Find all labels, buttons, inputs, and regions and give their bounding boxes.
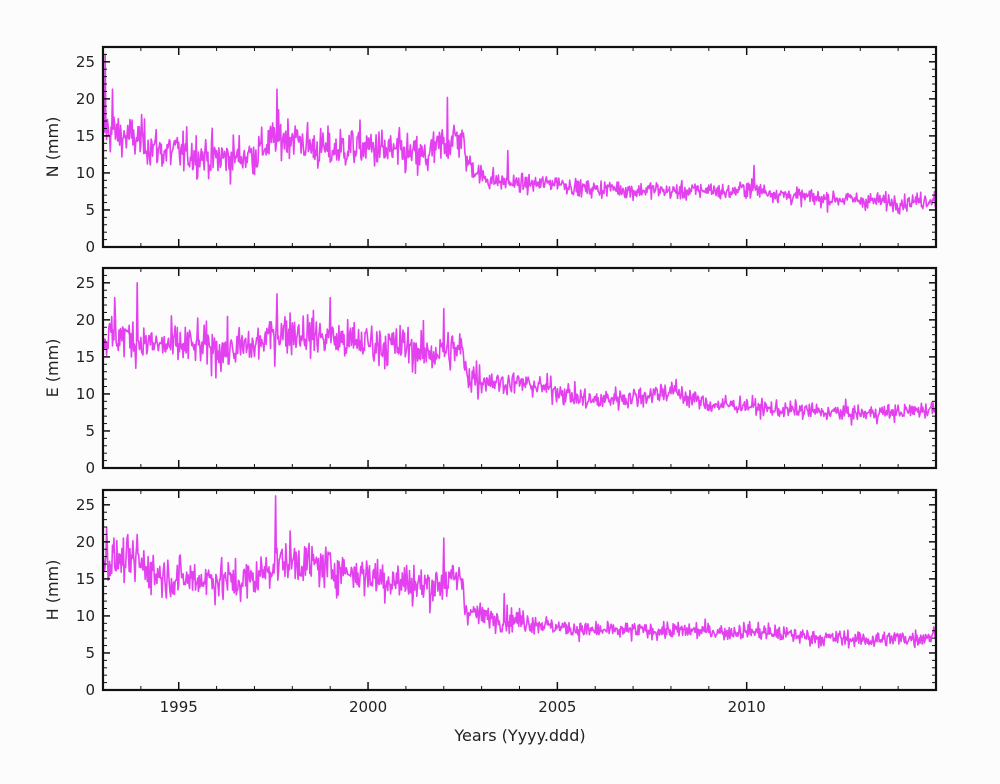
y-tick-label: 20 (76, 533, 95, 551)
y-tick-label: 10 (76, 164, 95, 182)
y-tick-label: 15 (76, 570, 95, 588)
y-tick-label: 0 (85, 459, 95, 477)
plot-frame-0 (101, 45, 938, 249)
y-axis-title: E (mm) (43, 339, 62, 398)
series-line-1 (103, 281, 936, 426)
y-axis-title: H (mm) (43, 560, 62, 621)
panel-0: 0 5 10 15 20 25 N (mm) (43, 45, 938, 256)
y-tick-label: 10 (76, 385, 95, 403)
y-tick-label: 15 (76, 348, 95, 366)
y-tick-label: 25 (76, 53, 95, 71)
x-tick-label: 2010 (728, 698, 766, 716)
panel-1: 0 5 10 15 20 25 E (mm) (43, 266, 938, 477)
y-tick-label: 15 (76, 127, 95, 145)
y-axis-title: N (mm) (43, 117, 62, 178)
y-tick-label: 25 (76, 496, 95, 514)
plot-frame-1 (101, 266, 938, 470)
x-tick-label: 2000 (349, 698, 387, 716)
y-tick-label: 5 (85, 422, 95, 440)
y-tick-label: 25 (76, 274, 95, 292)
y-tick-label: 10 (76, 607, 95, 625)
x-tick-label: 2005 (538, 698, 576, 716)
y-tick-label: 0 (85, 681, 95, 699)
x-tick-label: 1995 (160, 698, 198, 716)
y-tick-label: 20 (76, 90, 95, 108)
y-tick-label: 5 (85, 644, 95, 662)
y-tick-label: 20 (76, 311, 95, 329)
x-axis-title: Years (Yyyy.ddd) (453, 726, 585, 745)
series-line-0 (103, 53, 936, 215)
panel-2: 0 5 10 15 20 25 H (mm) (43, 488, 938, 699)
y-tick-label: 5 (85, 201, 95, 219)
y-tick-label: 0 (85, 238, 95, 256)
series-line-2 (103, 495, 936, 649)
